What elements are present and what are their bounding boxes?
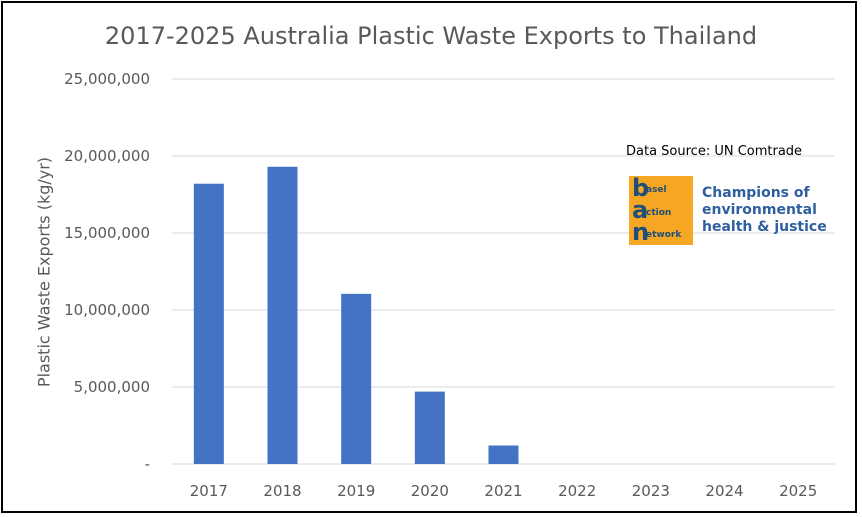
logo-word-action: ction — [646, 208, 672, 218]
x-tick-label: 2023 — [632, 482, 670, 500]
x-tick-label: 2024 — [705, 482, 743, 500]
y-tick-label: 5,000,000 — [74, 378, 150, 396]
y-tick-label: 25,000,000 — [64, 70, 150, 88]
bar-2019 — [341, 293, 372, 464]
logo-letter-a: a — [632, 196, 649, 224]
logo-letter-n: n — [632, 218, 650, 246]
y-tick-label: 15,000,000 — [64, 224, 150, 242]
bar-2018 — [267, 166, 298, 464]
y-tick-label: 20,000,000 — [64, 147, 150, 165]
x-tick-label: 2022 — [558, 482, 596, 500]
bar-2017 — [193, 183, 224, 464]
x-tick-label: 2020 — [411, 482, 449, 500]
x-tick-label: 2019 — [337, 482, 375, 500]
tagline-line-3: health & justice — [702, 219, 827, 235]
chart-title: 2017-2025 Australia Plastic Waste Export… — [104, 22, 758, 50]
tagline-line-2: environmental — [702, 202, 817, 218]
logo-letter-b: b — [632, 174, 650, 202]
x-tick-label: 2021 — [484, 482, 522, 500]
logo-word-basel: asel — [646, 185, 667, 195]
bar-2020 — [414, 391, 445, 464]
bar-2021 — [488, 445, 519, 464]
logo-word-network: etwork — [646, 230, 682, 240]
x-tick-label: 2017 — [190, 482, 228, 500]
tagline-line-1: Champions of — [702, 185, 810, 201]
x-tick-label: 2025 — [779, 482, 817, 500]
data-source-annotation: Data Source: UN Comtrade — [626, 144, 803, 159]
y-tick-label: 10,000,000 — [64, 301, 150, 319]
x-tick-label: 2018 — [263, 482, 301, 500]
ban-logo: b asel a ction n etwork — [629, 176, 693, 245]
logo-tagline: Champions of environmental health & just… — [702, 185, 827, 236]
y-tick-label: - — [145, 455, 150, 473]
